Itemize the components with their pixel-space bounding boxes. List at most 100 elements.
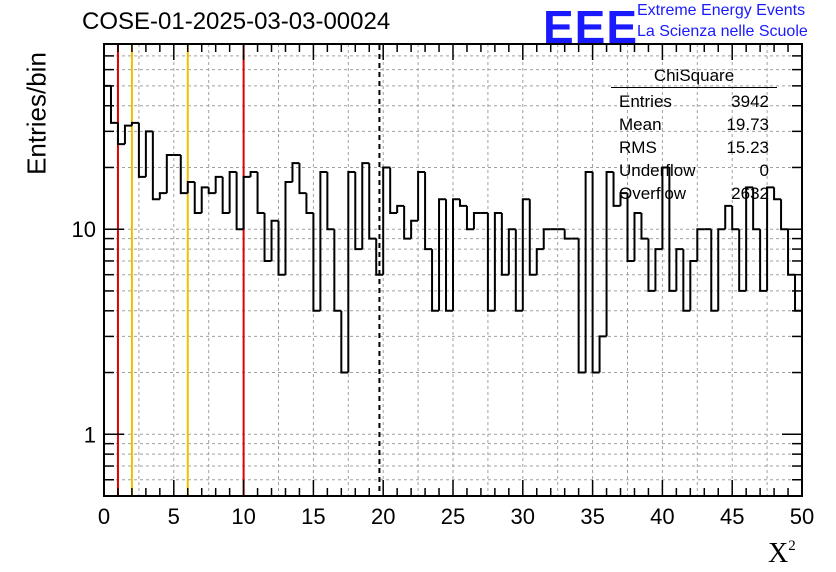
histogram-bin [242, 175, 251, 230]
x-axis-label-base: X [768, 538, 789, 569]
histogram-bin [738, 229, 747, 292]
histogram-bin [312, 212, 321, 312]
histogram-bin [361, 162, 370, 250]
x-tick-label: 30 [511, 504, 535, 529]
x-tick-label: 10 [231, 504, 255, 529]
histogram-bin [326, 172, 335, 231]
histogram-bin [619, 192, 628, 206]
histogram-bin [654, 248, 663, 291]
histogram-bin [801, 228, 802, 311]
histogram-bin [452, 198, 460, 311]
histogram-bin [333, 229, 342, 312]
histogram-bin [773, 187, 782, 201]
histogram-bin [633, 211, 642, 261]
stats-value: 0 [759, 161, 769, 180]
histogram-bin [759, 229, 768, 292]
histogram-bin [626, 193, 635, 262]
stats-box: ChiSquare Entries 3942 Mean 19.73 RMS 15… [611, 66, 777, 205]
histogram-bin [130, 121, 139, 126]
histogram-bin [598, 335, 607, 373]
histogram-bin [235, 172, 244, 231]
histogram-bin [830, 229, 836, 291]
histogram-bin [298, 163, 307, 195]
histogram-layer [104, 84, 836, 374]
histogram-bin [787, 229, 796, 276]
stats-label: Overflow [619, 184, 687, 203]
histogram-bin [745, 186, 754, 291]
histogram-bin [500, 212, 509, 276]
histogram-bin [291, 162, 300, 182]
histogram-bin [137, 122, 146, 178]
histogram-bin [682, 249, 691, 312]
stats-row-underflow: Underflow 0 [611, 159, 777, 182]
histogram-bin [507, 228, 516, 275]
histogram-bin [766, 186, 775, 291]
stats-row-overflow: Overflow 2632 [611, 182, 777, 205]
histogram-bin [263, 212, 272, 262]
eee-logo-line1: Extreme Energy Events [637, 2, 806, 19]
y-tick-label: 1 [84, 422, 96, 447]
histogram-bin [542, 228, 551, 250]
x-tick-label: 0 [98, 504, 110, 529]
axis-ticks-layer: 0 5 10 15 20 25 30 35 40 45 50 1 10 [72, 43, 814, 529]
histogram-bin [696, 228, 705, 261]
histogram-bin [270, 219, 279, 261]
eee-logo: EEE [543, 1, 639, 53]
histogram-bin [528, 199, 537, 276]
histogram-bin [347, 171, 356, 373]
histogram-bin [445, 199, 453, 312]
histogram-bin [144, 130, 153, 177]
histogram-bin [284, 180, 293, 275]
stats-value: 2632 [731, 184, 769, 203]
histogram-bin [221, 176, 230, 214]
histogram-bin [794, 274, 802, 312]
histogram-bin [438, 198, 447, 311]
histogram-bin [535, 248, 544, 275]
histogram-bin [424, 172, 433, 251]
stats-value: 15.23 [726, 138, 769, 157]
histogram-bin [151, 131, 160, 201]
histogram-bin [472, 211, 481, 230]
histogram-bin [668, 167, 677, 292]
histogram-bin [354, 172, 363, 251]
histogram-bin [563, 229, 572, 240]
histogram-bin [731, 205, 740, 231]
histogram-bin [277, 220, 286, 276]
histogram-bin [458, 199, 467, 207]
histogram-bin [809, 187, 816, 229]
histogram-bin [389, 167, 398, 214]
histogram-bin [375, 238, 384, 276]
histogram-bin [319, 171, 328, 311]
histogram-bin [647, 238, 656, 292]
histogram-bin [123, 124, 132, 145]
histogram-bin [179, 155, 188, 195]
histogram-bin [752, 187, 761, 231]
histogram-bin [305, 193, 314, 214]
x-tick-label: 5 [168, 504, 180, 529]
x-tick-label: 50 [790, 504, 814, 529]
histogram-bin [382, 166, 391, 275]
histogram-bin [514, 229, 523, 312]
histogram-bin [493, 211, 502, 311]
eee-logo-line2: La Scienza nelle Scuole [637, 23, 808, 40]
histogram-bin [368, 163, 377, 240]
histogram-bin [340, 310, 349, 374]
x-tick-label: 40 [650, 504, 674, 529]
stats-label: Mean [619, 115, 662, 134]
histogram-bin [823, 261, 830, 291]
x-axis-label-superscript: 2 [788, 538, 796, 554]
histogram-bin [591, 172, 600, 374]
histogram-bin [640, 212, 649, 240]
histogram-bin [724, 204, 733, 230]
histogram-bin [689, 259, 698, 311]
histogram-bin [717, 228, 726, 311]
stats-value: 3942 [731, 92, 769, 111]
histogram-bin [214, 175, 223, 194]
histogram-bin [577, 238, 586, 374]
histogram-bin [410, 219, 419, 239]
stats-row-mean: Mean 19.73 [611, 113, 777, 136]
histogram-bin [158, 192, 167, 200]
histogram-bin [675, 248, 684, 291]
y-axis-label: Entries/bin [21, 52, 52, 175]
